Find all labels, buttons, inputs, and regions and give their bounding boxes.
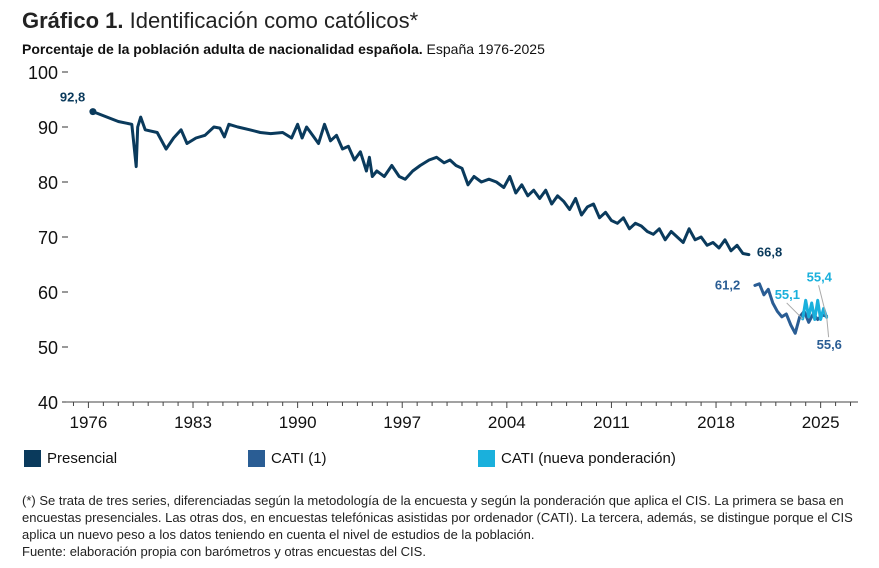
data-label-2: 61,2 — [715, 277, 740, 292]
y-tick-label-60: 60 — [38, 283, 58, 303]
y-tick-label-40: 40 — [38, 393, 58, 413]
chart-subtitle-text: España 1976-2025 — [422, 41, 545, 57]
chart-title-bold: Gráfico 1. — [22, 8, 124, 33]
x-tick-label-2025: 2025 — [802, 413, 840, 432]
footnote-text: (*) Se trata de tres series, diferenciad… — [22, 493, 853, 542]
y-tick-label-50: 50 — [38, 338, 58, 358]
chart-legend: Presencial CATI (1) CATI (nueva ponderac… — [0, 450, 879, 474]
chart-annotations: 92,8 66,8 61,2 55,6 55,1 55,4 — [60, 90, 842, 353]
chart-title-text: Identificación como católicos* — [123, 8, 419, 33]
chart-axes: 40 50 60 70 80 90 100 1976 1983 1990 1997 2004 2011 2… — [28, 63, 858, 432]
series-line-2 — [801, 298, 829, 321]
data-label-4: 55,1 — [775, 287, 800, 302]
series-start-point — [89, 108, 97, 116]
chart-subtitle: Porcentaje de la población adulta de nac… — [22, 40, 545, 58]
footnote-source: Fuente: elaboración propia con barómetro… — [22, 544, 426, 559]
x-tick-label-2011: 2011 — [593, 413, 630, 432]
x-tick-label-2004: 2004 — [488, 413, 526, 432]
footnote: (*) Se trata de tres series, diferenciad… — [22, 492, 872, 560]
chart-subtitle-bold: Porcentaje de la población adulta de nac… — [22, 41, 423, 57]
data-label-5: 55,4 — [807, 269, 833, 284]
line-chart: 40 50 60 70 80 90 100 1976 1983 1990 1997 2004 2011 2… — [28, 63, 858, 432]
annotation-leader — [818, 285, 828, 318]
series-line-0 — [91, 110, 751, 257]
y-tick-label-100: 100 — [28, 63, 58, 83]
chart-series — [89, 108, 829, 335]
legend-swatch-cati-nueva — [478, 450, 495, 467]
y-tick-label-80: 80 — [38, 173, 58, 193]
x-tick-label-2018: 2018 — [697, 413, 735, 432]
data-label-3: 55,6 — [817, 337, 842, 352]
annotation-leader — [786, 302, 804, 320]
y-tick-label-90: 90 — [38, 118, 58, 138]
legend-label-cati-nueva: CATI (nueva ponderación) — [501, 450, 676, 467]
annotation-leader — [826, 316, 830, 338]
x-tick-label-1976: 1976 — [70, 413, 108, 432]
legend-item-presencial: Presencial — [24, 450, 117, 467]
x-tick-label-1990: 1990 — [279, 413, 317, 432]
x-tick-label-1997: 1997 — [383, 413, 421, 432]
legend-label-cati: CATI (1) — [271, 450, 327, 467]
legend-swatch-presencial — [24, 450, 41, 467]
legend-swatch-cati — [248, 450, 265, 467]
legend-item-cati: CATI (1) — [248, 450, 327, 467]
chart-title: Gráfico 1. Identificación como católicos… — [22, 6, 418, 36]
y-tick-label-70: 70 — [38, 228, 58, 248]
legend-item-cati-nueva: CATI (nueva ponderación) — [478, 450, 676, 467]
legend-label-presencial: Presencial — [47, 450, 118, 467]
x-tick-label-1983: 1983 — [174, 413, 212, 432]
data-label-0: 92,8 — [60, 90, 85, 105]
data-label-1: 66,8 — [757, 245, 782, 260]
